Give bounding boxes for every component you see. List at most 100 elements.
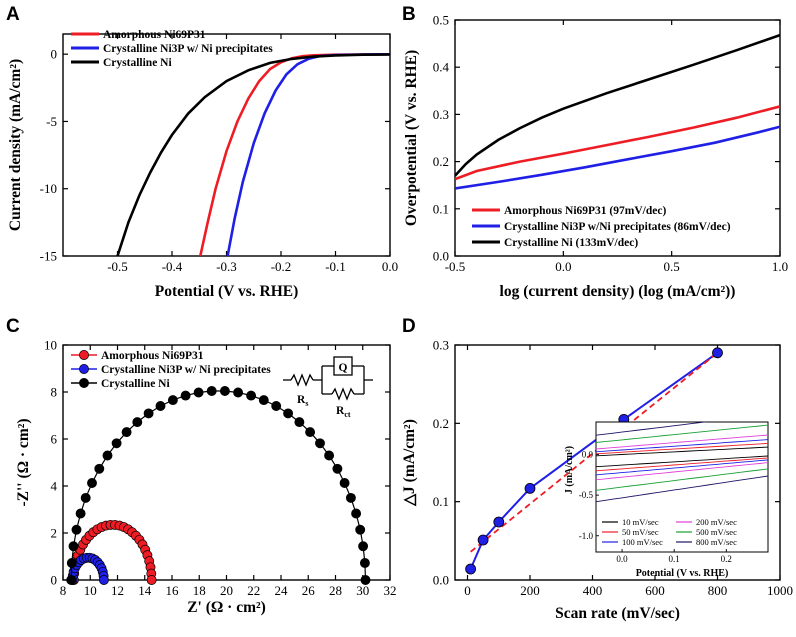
- data-point: [233, 387, 244, 398]
- x-tick-label: 0.5: [664, 259, 680, 274]
- panel-label-a: A: [6, 4, 20, 25]
- x-tick-label: 14: [138, 583, 152, 598]
- x-tick-label: 1.0: [772, 259, 788, 274]
- data-point: [358, 541, 369, 552]
- data-point: [146, 575, 157, 585]
- inset-legend-label: 50 mV/sec: [622, 527, 659, 537]
- data-point: [477, 534, 489, 546]
- inset-legend-label: 100 mV/sec: [622, 537, 663, 547]
- legend-marker: [79, 364, 89, 374]
- rs-label: Rs: [297, 394, 308, 408]
- legend-label: Crystalline Ni: [103, 57, 172, 69]
- y-tick-label: 0.3: [433, 338, 449, 353]
- x-tick-label: 0.0: [382, 259, 398, 274]
- inset-chart: 0.0 0.1 0.2 0.0 -0.5 -1.0 Potential (V vs. RHE…: [564, 421, 769, 579]
- series-line: [70, 390, 367, 581]
- x-axis-label: Z' (Ω · cm²): [187, 599, 266, 616]
- data-point: [712, 347, 723, 359]
- equivalent-circuit: Q Rs Rct: [283, 356, 373, 419]
- data-point: [246, 390, 257, 401]
- x-tick-label: -0.3: [216, 259, 237, 274]
- x-tick-label: -0.4: [162, 259, 183, 274]
- legend-marker: [79, 350, 89, 360]
- inset-cv-lower: [596, 462, 768, 481]
- x-tick-label: 22: [247, 583, 260, 598]
- legend-label: Amorphous Ni69P31 (97mV/dec): [504, 205, 666, 217]
- y-tick-label: 0.4: [433, 60, 450, 75]
- plot-frame: [454, 19, 781, 257]
- data-point: [351, 508, 362, 519]
- x-tick-label: 32: [384, 583, 397, 598]
- data-point: [206, 386, 217, 396]
- inset-legend-label: 10 mV/sec: [622, 517, 659, 527]
- data-point: [132, 417, 143, 428]
- data-point: [98, 575, 109, 585]
- x-tick-label: 24: [275, 583, 289, 598]
- inset-x-tick-label: 0.2: [721, 554, 732, 564]
- data-point: [71, 524, 82, 535]
- y-tick-label: 4: [51, 479, 58, 494]
- series-line: [226, 53, 390, 256]
- x-tick-label: 30: [356, 583, 369, 598]
- series-line: [116, 53, 390, 256]
- data-point: [339, 478, 350, 488]
- y-tick-label: 0.0: [433, 573, 449, 588]
- panel-label-d: D: [402, 316, 416, 337]
- x-tick-label: 12: [111, 583, 124, 598]
- series-line: [199, 53, 390, 256]
- inset-cv-lower: [596, 457, 768, 472]
- inset-cv-upper: [596, 439, 768, 453]
- x-tick-label: 0.0: [555, 259, 571, 274]
- y-tick-label: 0.2: [433, 416, 449, 431]
- y-tick-label: 0.1: [433, 494, 449, 509]
- data-point: [345, 492, 356, 503]
- panel-label-c: C: [6, 316, 20, 337]
- cpe-box: [333, 356, 353, 376]
- data-point: [283, 408, 294, 419]
- y-tick-label: 10: [44, 338, 57, 353]
- y-tick-label: 6: [51, 432, 58, 447]
- y-axis-label: Current density (mA/cm²): [7, 59, 24, 231]
- data-point: [360, 575, 371, 585]
- y-tick-label: 0: [51, 47, 58, 62]
- inset-y-axis-label: J (mA/cm²): [564, 446, 575, 494]
- inset-legend-label: 800 mV/sec: [696, 537, 737, 547]
- x-tick-label: 8: [60, 583, 67, 598]
- data-point: [94, 463, 105, 474]
- plot-frame: [454, 344, 781, 581]
- data-point: [324, 450, 335, 461]
- inset-cv-lower: [596, 459, 768, 476]
- x-tick-label: 18: [193, 583, 206, 598]
- rct-label: Rct: [336, 405, 351, 419]
- x-tick-label: 26: [302, 583, 316, 598]
- data-point: [219, 386, 230, 396]
- y-tick-label: 0.3: [433, 107, 449, 122]
- linear-fit-line: [470, 352, 719, 553]
- series-line: [455, 125, 780, 190]
- y-tick-label: 0.0: [433, 249, 449, 264]
- data-point: [167, 395, 178, 406]
- y-axis-label: Overpotential (V vs. RHE): [403, 50, 420, 226]
- data-point: [493, 516, 505, 528]
- y-tick-label: 0.5: [433, 13, 449, 28]
- y-axis-label: -Z'' (Ω · cm²): [15, 418, 32, 506]
- inset-y-tick-label: 0.0: [582, 450, 594, 460]
- cpe-label: Q: [339, 362, 348, 374]
- inset-x-axis-label: Potential (V vs. RHE): [636, 568, 729, 579]
- y-tick-label: 2: [51, 526, 58, 541]
- legend-label: Amorphous Ni69P31: [103, 29, 206, 41]
- y-tick-label: -5: [46, 114, 57, 129]
- legend-label: Crystalline Ni3P w/ Ni precipitates: [103, 43, 273, 55]
- data-point: [111, 438, 122, 449]
- x-tick-label: 28: [329, 583, 342, 598]
- x-tick-label: 16: [166, 583, 180, 598]
- inset-y-tick-label: -1.0: [579, 531, 594, 541]
- x-tick-label: 10: [84, 583, 97, 598]
- inset-cv-upper: [596, 446, 768, 457]
- x-tick-label: 600: [645, 583, 665, 598]
- resistor-rct: [331, 387, 355, 401]
- x-tick-label: 0: [464, 583, 471, 598]
- x-tick-label: 800: [708, 583, 728, 598]
